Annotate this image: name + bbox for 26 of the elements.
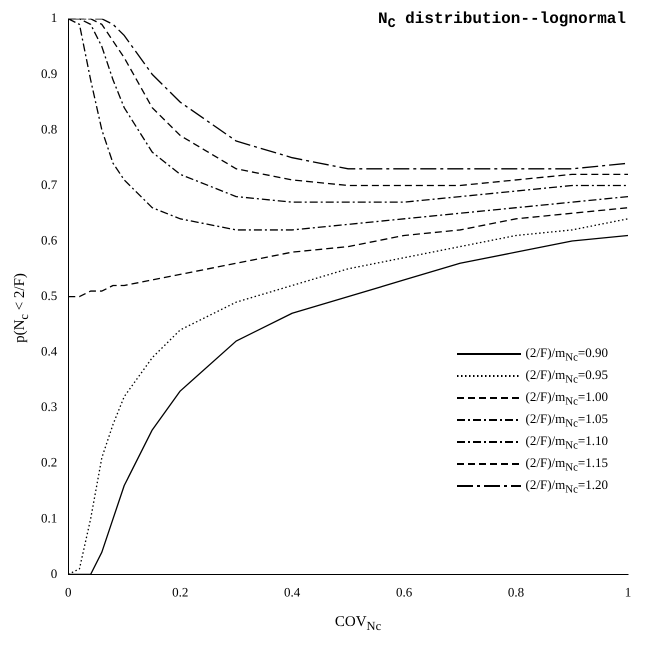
y-tick-label: 0: [50, 566, 58, 581]
y-tick-label: 0.8: [41, 121, 58, 136]
y-tick-label: 0.4: [41, 344, 58, 359]
x-tick-label: 0.8: [508, 584, 524, 600]
legend-label: (2/F)/m$_{Nc}$=0.95: [526, 366, 608, 386]
y-tick-label: 0.3: [41, 399, 58, 414]
x-tick-label: 0: [65, 584, 72, 600]
y-tick-label: 0.1: [41, 510, 58, 526]
x-axis-title: COV$_{Nc}$: [334, 614, 382, 634]
y-tick-label: 0.2: [41, 454, 58, 470]
y-tick-label: 1: [50, 10, 58, 26]
legend-label: (2/F)/m$_{Nc}$=1.05: [526, 410, 608, 430]
legend-label: (2/F)/m$_{Nc}$=1.15: [526, 454, 608, 474]
legend-label: (2/F)/m$_{Nc}$=1.20: [526, 476, 608, 496]
x-tick-label: 0.2: [172, 584, 188, 600]
x-tick-label: 0.4: [284, 584, 301, 600]
x-tick-label: 0.6: [396, 584, 413, 600]
legend-label: (2/F)/m$_{Nc}$=0.90: [526, 344, 608, 364]
y-tick-label: 0.5: [41, 288, 58, 304]
legend-label: (2/F)/m$_{Nc}$=1.10: [526, 432, 608, 452]
chart-title: N$_{C}$ distribution--lognormal: [378, 10, 626, 32]
legend-label: (2/F)/m$_{Nc}$=1.00: [526, 388, 608, 408]
x-tick-label: 1: [624, 584, 632, 600]
y-tick-label: 0.7: [41, 176, 58, 192]
y-tick-label: 0.9: [41, 66, 58, 81]
y-tick-label: 0.6: [41, 232, 58, 248]
